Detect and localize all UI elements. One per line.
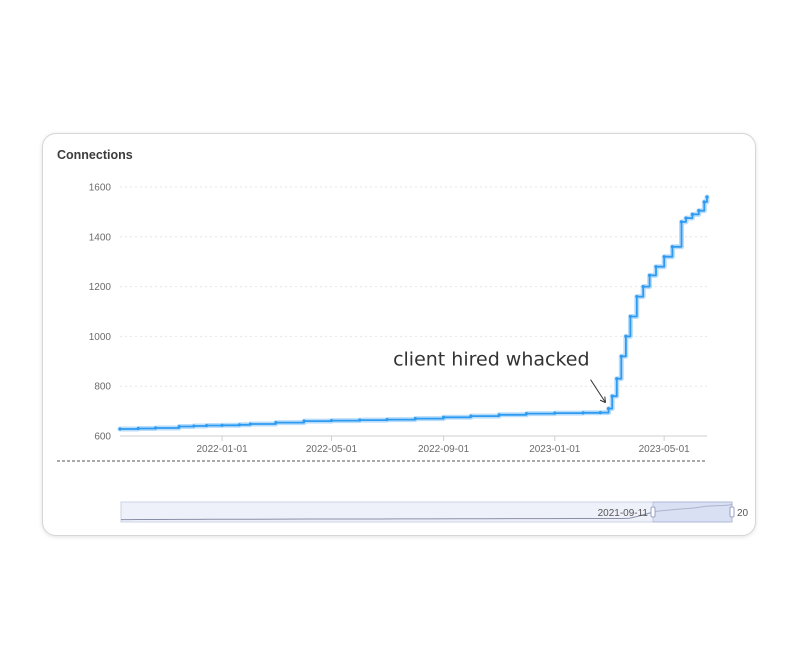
data-point [204, 423, 209, 428]
data-point [619, 354, 623, 358]
data-point [705, 195, 709, 199]
data-point [302, 419, 306, 423]
data-point [647, 273, 652, 277]
y-tick-label: 800 [94, 382, 111, 393]
y-tick-label: 1600 [89, 183, 112, 194]
x-tick-label: 2023-01-01 [529, 444, 581, 455]
data-point [670, 245, 674, 249]
data-point [697, 209, 701, 213]
data-point [628, 314, 633, 319]
data-point [606, 407, 611, 411]
data-point [662, 255, 666, 259]
y-tick-label: 1200 [89, 282, 112, 293]
zoom-handle-left[interactable] [650, 506, 656, 518]
data-point [641, 285, 645, 289]
data-point [702, 200, 706, 204]
data-point [624, 334, 628, 338]
annotations: client hired whacked [393, 349, 607, 404]
data-point [469, 414, 473, 418]
zoom-handle-right[interactable] [729, 506, 735, 518]
annotation-arrow-head [599, 396, 607, 404]
series-halo [117, 194, 710, 432]
data-point [136, 426, 140, 431]
data-point [153, 426, 158, 430]
data-point [385, 417, 389, 422]
data-point [635, 294, 639, 299]
data-point [615, 377, 619, 381]
data-point [441, 415, 446, 419]
x-tick-label: 2023-05-01 [639, 444, 691, 455]
data-point [690, 212, 695, 216]
data-point [679, 220, 684, 224]
data-point [177, 424, 181, 429]
data-point [118, 427, 122, 431]
zoom-slider[interactable]: 2021-09-11 20 [120, 501, 749, 523]
data-point [610, 394, 614, 398]
data-point [358, 418, 362, 422]
data-point [192, 424, 196, 428]
data-point [248, 422, 252, 426]
chart-card: Connections [42, 133, 756, 536]
x-tick-label: 2022-01-01 [197, 444, 249, 455]
zoom-end-label: 20 [737, 508, 749, 519]
x-axis: 2022-01-01 2022-05-01 2022-09-01 2023-01-01… [120, 435, 707, 455]
series-connections [117, 194, 710, 432]
annotation-arrow-line [590, 379, 606, 403]
data-point [598, 410, 602, 415]
data-point [329, 418, 334, 423]
data-point [581, 411, 585, 415]
data-point [553, 411, 557, 415]
y-tick-label: 1400 [89, 232, 112, 243]
data-point [237, 423, 242, 427]
x-tick-label: 2022-05-01 [306, 444, 358, 455]
annotation-label: client hired whacked [393, 349, 589, 371]
zoom-start-label: 2021-09-11 [598, 508, 649, 519]
y-axis: 600 800 1000 1200 1400 1600 [89, 183, 112, 443]
y-tick-label: 600 [94, 432, 111, 443]
y-tick-label: 1000 [89, 332, 112, 343]
chart-title: Connections [57, 148, 133, 162]
data-point [684, 216, 688, 220]
zoom-selection[interactable] [652, 501, 733, 523]
data-point [274, 420, 278, 425]
data-point [524, 411, 529, 416]
data-point [220, 423, 224, 427]
data-point [413, 416, 417, 421]
x-tick-label: 2022-09-01 [418, 444, 470, 455]
data-point [654, 265, 658, 269]
data-point [497, 413, 501, 417]
